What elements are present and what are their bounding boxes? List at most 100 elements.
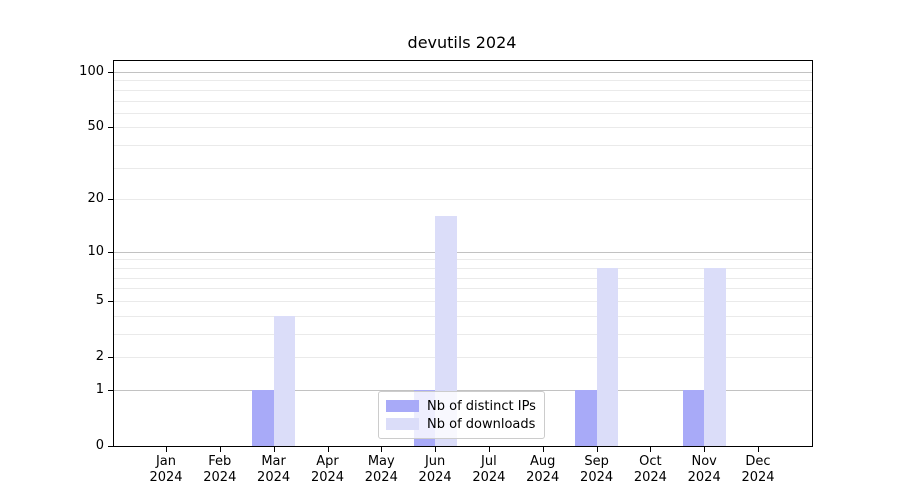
- x-tick-jun: [435, 447, 437, 452]
- y-tick-label-1: 1: [95, 381, 104, 397]
- x-tick-jul: [488, 447, 490, 452]
- x-tick-year-feb: 2024: [203, 470, 237, 485]
- x-tick-year-apr: 2024: [310, 470, 345, 485]
- gridline-minor-50: [114, 127, 812, 129]
- y-tick-20: [108, 199, 113, 201]
- gridline-minor-40: [114, 145, 812, 147]
- x-tick-label-oct: Oct 2024: [620, 454, 680, 486]
- x-tick-year-dec: 2024: [741, 470, 775, 485]
- legend-label-nb-of-downloads: Nb of downloads: [427, 416, 536, 432]
- y-tick-label-10: 10: [87, 243, 104, 259]
- legend-item-nb-of-downloads: Nb of downloads: [386, 415, 536, 433]
- bar-nb-of-downloads-nov-2024: [704, 267, 726, 446]
- x-tick-label-jan: Jan 2024: [136, 454, 196, 486]
- x-tick-year-jun: 2024: [418, 470, 452, 485]
- x-tick-label-jul: Jul 2024: [459, 454, 519, 486]
- legend: Nb of distinct IPs Nb of downloads: [378, 391, 545, 439]
- gridline-minor-4: [114, 315, 812, 317]
- x-tick-label-feb: Feb 2024: [190, 454, 250, 486]
- x-tick-label-aug: Aug 2024: [513, 454, 573, 486]
- plot-area: 0 1 2 5 10 20 50 100 Jan 2024 Feb 2024 Mar 2024 Apr 202…: [79, 60, 813, 485]
- chart-title: devutils 2024: [407, 33, 517, 52]
- x-tick-label-sep: Sep 2024: [567, 454, 627, 486]
- gridline-minor-5: [114, 300, 812, 302]
- x-tick-year-nov: 2024: [687, 470, 721, 485]
- x-tick-month-aug: Aug: [529, 454, 556, 469]
- gridline-minor-70: [114, 100, 812, 102]
- legend-label-nb-of-distinct-ips: Nb of distinct IPs: [427, 398, 536, 414]
- y-tick-1: [108, 389, 113, 391]
- gridline-major-100: [114, 72, 812, 73]
- bar-nb-of-downloads-jun-2024: [435, 216, 457, 446]
- x-tick-year-may: 2024: [364, 470, 398, 485]
- bar-nb-of-distinct-ips-nov-2024: [682, 389, 705, 446]
- x-tick-apr: [327, 447, 329, 452]
- x-tick-mar: [273, 447, 275, 452]
- y-tick-5: [108, 300, 113, 302]
- gridline-minor-6: [114, 288, 812, 290]
- x-tick-label-may: May 2024: [351, 454, 411, 486]
- gridline-minor-80: [114, 89, 812, 91]
- x-tick-may: [381, 447, 383, 452]
- y-tick-label-5: 5: [95, 292, 104, 308]
- x-tick-month-jul: Jul: [481, 454, 497, 469]
- x-tick-month-oct: Oct: [639, 454, 662, 469]
- y-tick-0: [108, 446, 113, 447]
- y-tick-label-100: 100: [79, 64, 104, 79]
- bar-nb-of-downloads-mar-2024: [273, 315, 296, 446]
- gridline-minor-60: [114, 112, 812, 114]
- x-tick-year-mar: 2024: [257, 470, 291, 485]
- gridline-major-1: [114, 389, 812, 391]
- gridline-minor-7: [114, 277, 812, 279]
- x-tick-label-apr: Apr 2024: [298, 454, 358, 486]
- y-tick-label-50: 50: [87, 119, 104, 135]
- x-tick-label-nov: Nov 2024: [674, 454, 734, 486]
- x-tick-feb: [219, 447, 221, 452]
- x-tick-month-apr: Apr: [316, 454, 339, 469]
- legend-swatch-nb-of-downloads: [386, 418, 419, 430]
- x-tick-month-feb: Feb: [208, 454, 232, 469]
- x-tick-label-jun: Jun 2024: [405, 454, 465, 486]
- legend-item-nb-of-distinct-ips: Nb of distinct IPs: [386, 397, 536, 415]
- y-tick-2: [108, 357, 113, 358]
- x-tick-nov: [704, 447, 706, 452]
- gridline-minor-2: [114, 357, 812, 358]
- gridline-minor-90: [114, 80, 812, 82]
- y-tick-label-0: 0: [95, 438, 104, 453]
- x-tick-year-jan: 2024: [149, 470, 183, 485]
- y-tick-100: [108, 72, 113, 73]
- x-tick-sep: [596, 447, 598, 452]
- x-tick-oct: [650, 447, 652, 452]
- x-tick-month-jun: Jun: [424, 454, 446, 469]
- y-tick-10: [108, 251, 113, 253]
- legend-swatch-nb-of-distinct-ips: [386, 400, 419, 412]
- bar-nb-of-distinct-ips-sep-2024: [575, 389, 597, 446]
- x-tick-label-mar: Mar 2024: [244, 454, 304, 486]
- x-tick-month-nov: Nov: [691, 454, 717, 469]
- y-tick-50: [108, 127, 113, 129]
- x-tick-year-jul: 2024: [472, 470, 506, 485]
- bar-nb-of-downloads-sep-2024: [596, 267, 619, 446]
- x-tick-year-sep: 2024: [580, 470, 614, 485]
- gridline-minor-8: [114, 267, 812, 269]
- x-tick-label-dec: Dec 2024: [728, 454, 788, 486]
- y-tick-label-20: 20: [87, 191, 104, 207]
- x-tick-year-aug: 2024: [526, 470, 560, 485]
- y-tick-label-2: 2: [95, 349, 104, 364]
- x-tick-aug: [542, 447, 544, 452]
- x-tick-month-may: May: [367, 454, 395, 469]
- x-tick-month-sep: Sep: [584, 454, 609, 469]
- gridline-minor-3: [114, 333, 812, 335]
- gridline-minor-30: [114, 167, 812, 169]
- gridline-minor-20: [114, 199, 812, 201]
- x-tick-jan: [166, 447, 167, 452]
- x-tick-month-mar: Mar: [261, 454, 286, 469]
- gridline-minor-9: [114, 259, 812, 261]
- gridline-major-10: [114, 251, 812, 253]
- legend-rows: Nb of distinct IPs Nb of downloads: [386, 397, 536, 433]
- bar-nb-of-distinct-ips-mar-2024: [252, 389, 274, 446]
- x-tick-dec: [758, 447, 759, 452]
- x-tick-month-dec: Dec: [745, 454, 771, 469]
- x-tick-year-oct: 2024: [633, 470, 667, 485]
